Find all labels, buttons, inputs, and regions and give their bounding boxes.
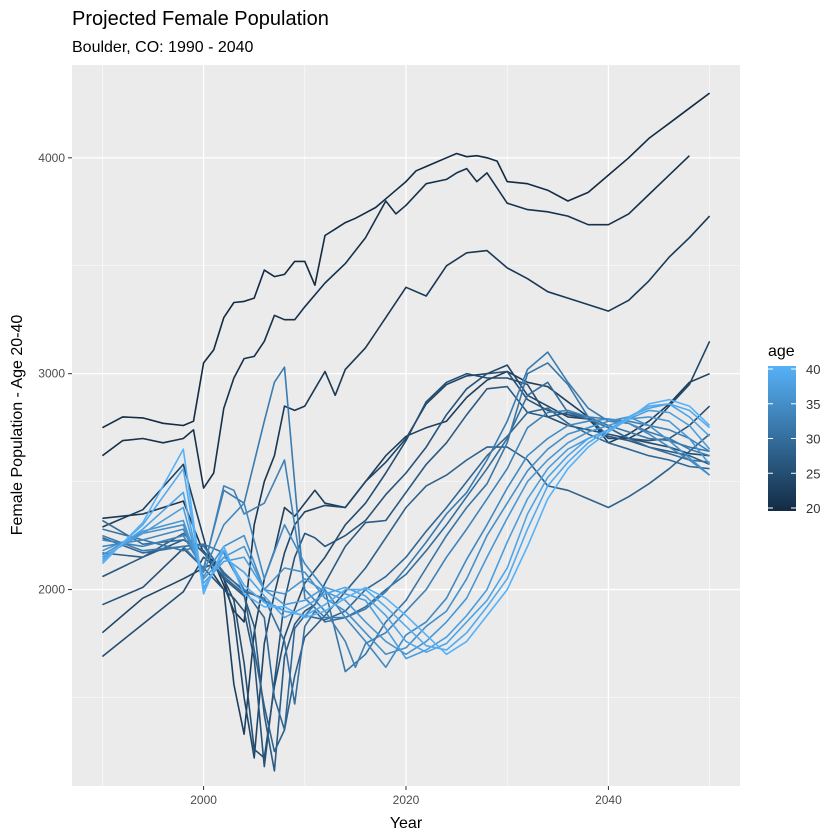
- legend-title: age: [768, 343, 795, 360]
- chart-title: Projected Female Population: [72, 8, 329, 30]
- series-line-age-36: [101, 416, 711, 656]
- x-tick-label: 2040: [595, 793, 622, 807]
- series-line-age-21: [101, 155, 690, 489]
- series-line-age-25: [101, 372, 710, 759]
- legend-tick-label: 20: [806, 501, 820, 516]
- series-line-age-35: [102, 416, 711, 656]
- x-tick-label: 2020: [393, 793, 420, 807]
- series-line-age-27: [102, 385, 710, 772]
- y-axis-title: Female Population - Age 20-40: [9, 315, 26, 536]
- y-tick-label: 4000: [38, 151, 65, 165]
- series-line-age-30: [101, 381, 710, 705]
- y-tick-label: 2000: [38, 583, 65, 597]
- legend-tick-label: 35: [806, 397, 820, 412]
- legend: age 20 25 30 35 40: [768, 343, 820, 516]
- series-line-age-20: [102, 92, 711, 429]
- legend-tick-label: 30: [806, 432, 820, 447]
- legend-tick-label: 40: [806, 362, 820, 377]
- series-line-age-31: [102, 362, 710, 673]
- series-line-age-40: [101, 398, 711, 656]
- series-line-age-32: [102, 351, 710, 619]
- axes: 2000 2020 2040 2000 3000 4000: [38, 151, 622, 807]
- chart-subtitle: Boulder, CO: 1990 - 2040: [72, 39, 254, 56]
- series-line-age-39: [101, 403, 711, 651]
- legend-tick-label: 25: [806, 466, 820, 481]
- x-tick-label: 2000: [190, 793, 217, 807]
- series-lines: [101, 92, 711, 772]
- y-tick-label: 3000: [38, 367, 65, 381]
- x-axis-title: Year: [390, 815, 423, 832]
